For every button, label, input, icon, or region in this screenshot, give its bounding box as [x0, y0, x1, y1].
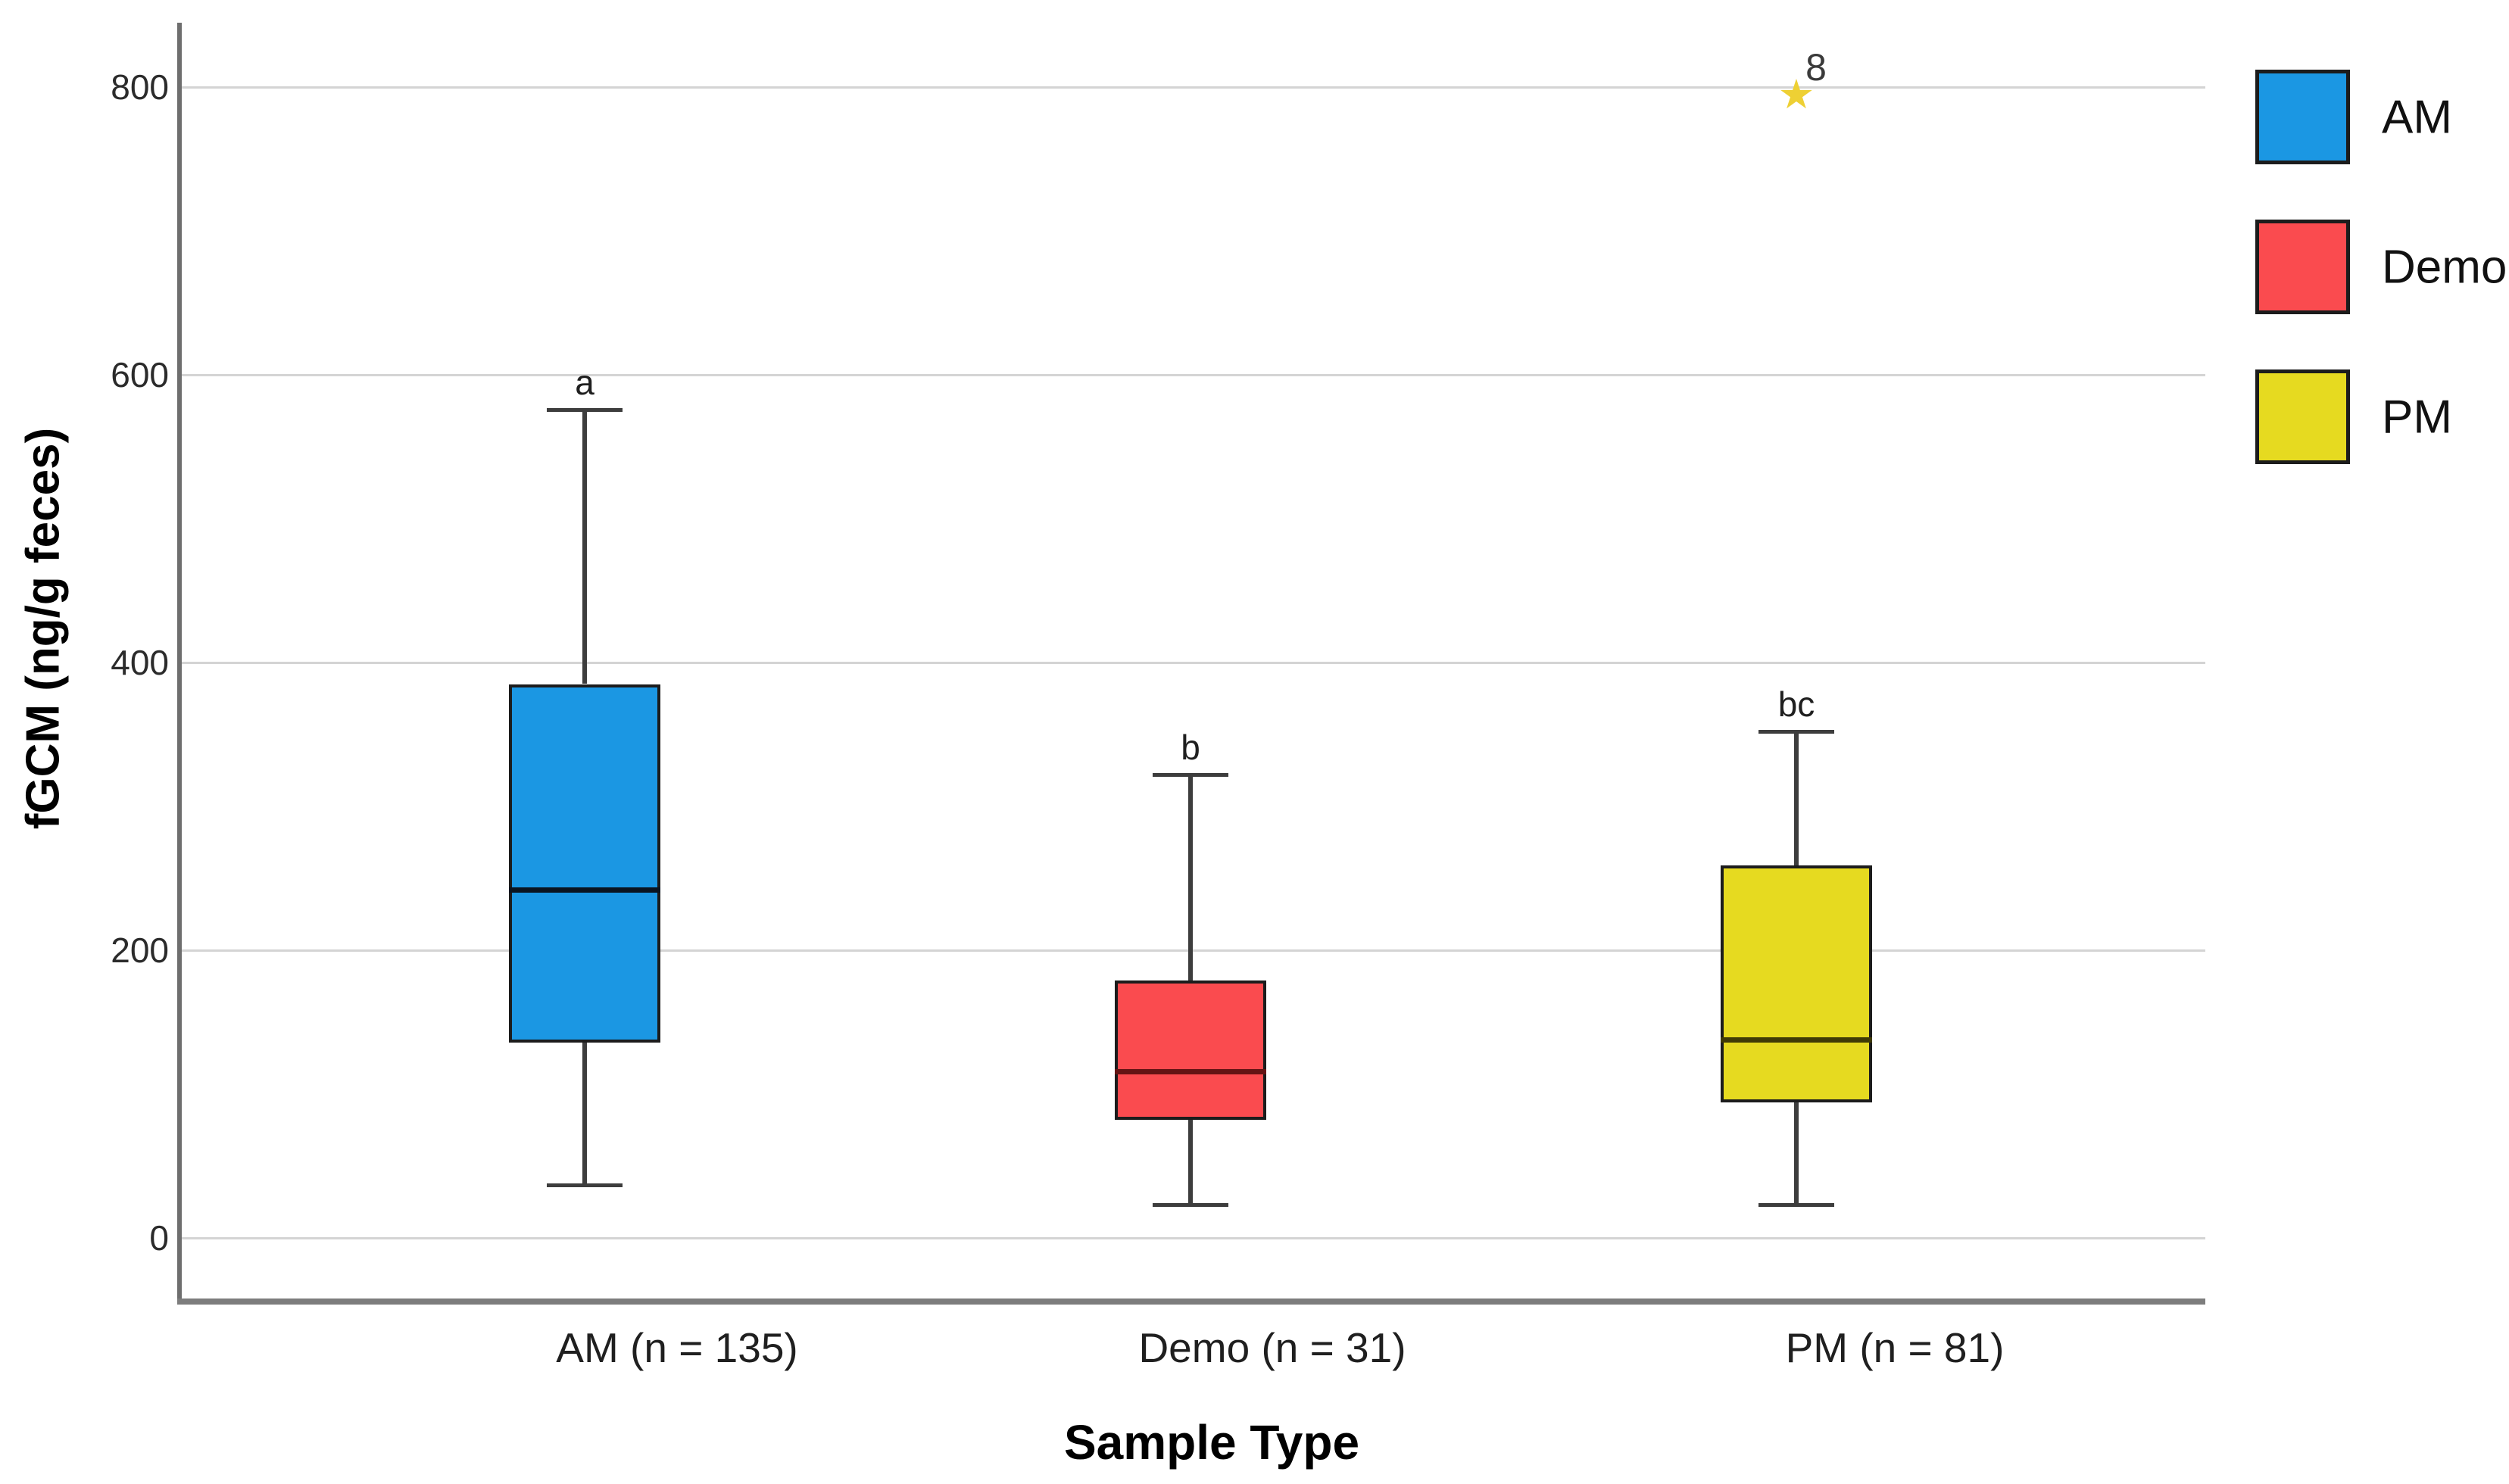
sig-letter-pm: bc — [1777, 684, 1815, 725]
legend-swatch-demo — [2255, 220, 2350, 314]
box-am — [509, 684, 660, 1043]
whisker-lower-demo — [1188, 1120, 1193, 1205]
gridline-800 — [179, 86, 2205, 89]
whisker-lower-am — [582, 1042, 587, 1185]
median-line-am — [509, 887, 660, 893]
x-category-label-am: AM (n = 135) — [556, 1324, 798, 1371]
y-tick-label-600: 600 — [111, 355, 169, 394]
y-axis-title: fGCM (ng/g feces) — [17, 427, 70, 830]
whisker-cap-bottom-demo — [1153, 1203, 1228, 1208]
y-tick-label-800: 800 — [111, 67, 169, 107]
gridline-0 — [179, 1237, 2205, 1239]
whisker-lower-pm — [1794, 1102, 1799, 1205]
y-tick-label-0: 0 — [149, 1218, 169, 1258]
whisker-cap-bottom-pm — [1758, 1203, 1834, 1208]
whisker-upper-am — [582, 409, 587, 684]
y-tick-label-200: 200 — [111, 931, 169, 970]
legend-label-pm: PM — [2382, 391, 2452, 443]
whisker-cap-bottom-am — [547, 1183, 623, 1187]
gridline-400 — [179, 662, 2205, 664]
y-axis-line — [177, 23, 182, 1305]
x-axis-line — [177, 1298, 2205, 1305]
sig-letter-demo: b — [1181, 728, 1200, 768]
whisker-upper-pm — [1794, 731, 1799, 865]
median-line-demo — [1115, 1068, 1266, 1074]
outlier-star-pm: ★ — [1777, 71, 1815, 117]
x-axis-title: Sample Type — [1063, 1415, 1360, 1470]
box-demo — [1115, 980, 1266, 1121]
outlier-case-label-pm: 8 — [1805, 45, 1827, 89]
legend-label-am: AM — [2382, 91, 2452, 143]
x-category-label-demo: Demo (n = 31) — [1138, 1324, 1406, 1371]
legend-swatch-pm — [2255, 369, 2350, 464]
legend-swatch-am — [2255, 70, 2350, 164]
whisker-cap-top-am — [547, 407, 623, 412]
box-pm — [1721, 865, 1872, 1103]
whisker-cap-top-demo — [1153, 773, 1228, 778]
whisker-upper-demo — [1188, 775, 1193, 980]
x-category-label-pm: PM (n = 81) — [1785, 1324, 2005, 1371]
whisker-cap-top-pm — [1758, 730, 1834, 734]
legend-label-demo: Demo — [2382, 241, 2507, 293]
median-line-pm — [1721, 1037, 1872, 1043]
y-tick-label-400: 400 — [111, 643, 169, 682]
gridline-600 — [179, 374, 2205, 376]
sig-letter-am: a — [575, 362, 594, 402]
